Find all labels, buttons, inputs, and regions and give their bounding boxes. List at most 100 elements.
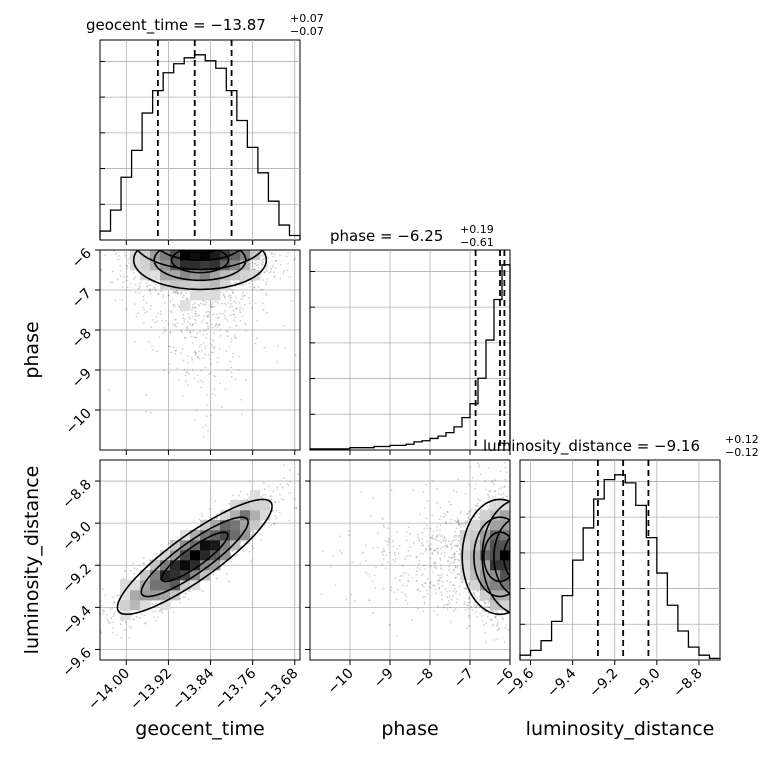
sample-point <box>229 299 232 302</box>
sample-point <box>182 294 185 297</box>
sample-point <box>235 337 238 340</box>
sample-point <box>273 515 276 517</box>
sample-point <box>110 617 113 620</box>
sample-point <box>173 305 176 308</box>
density-bin <box>210 270 221 281</box>
sample-point <box>251 306 254 309</box>
sample-point <box>213 388 216 391</box>
sample-point <box>192 307 195 310</box>
sample-point <box>225 350 228 353</box>
sample-point <box>164 329 167 332</box>
sample-point <box>262 255 265 257</box>
sample-point <box>250 280 253 283</box>
sample-point <box>282 272 285 275</box>
sample-point <box>124 621 127 623</box>
sample-point <box>254 342 257 345</box>
sample-point <box>233 335 236 337</box>
sample-point <box>108 389 110 391</box>
sample-point <box>246 493 249 496</box>
sample-point <box>230 371 233 374</box>
sample-point <box>223 297 226 299</box>
sample-point <box>155 283 158 286</box>
sample-point <box>294 354 297 356</box>
contour-0 <box>132 250 268 291</box>
sample-point <box>211 305 214 308</box>
axes-frame <box>309 249 511 451</box>
sample-point <box>268 485 271 488</box>
sample-point <box>116 594 118 597</box>
sample-point <box>263 488 266 491</box>
sample-point <box>152 318 154 321</box>
sample-point <box>125 264 128 267</box>
sample-point <box>272 264 275 267</box>
sample-point <box>224 303 227 306</box>
sample-point <box>259 538 262 541</box>
sample-point <box>117 255 120 257</box>
sample-point <box>235 308 238 310</box>
density-bin <box>170 250 181 261</box>
sample-point <box>211 323 214 326</box>
sample-point <box>230 340 232 343</box>
sample-point <box>172 290 175 293</box>
sample-point <box>266 278 268 280</box>
density-bin <box>220 270 231 281</box>
sample-point <box>261 497 264 499</box>
sample-point <box>265 294 268 296</box>
sample-point <box>204 353 207 356</box>
sample-point <box>213 347 216 350</box>
sample-point <box>271 252 273 255</box>
sample-point <box>231 305 234 308</box>
sample-point <box>145 310 148 313</box>
sample-point <box>207 325 209 328</box>
sample-point <box>244 322 246 325</box>
sample-point <box>195 312 198 315</box>
sample-point <box>174 349 177 352</box>
sample-point <box>193 377 195 380</box>
sample-point <box>122 281 125 284</box>
sample-point <box>283 477 286 480</box>
density-bin <box>200 260 211 271</box>
sample-point <box>278 511 281 514</box>
sample-point <box>128 636 131 639</box>
sample-point <box>263 346 266 349</box>
sample-point <box>179 602 182 605</box>
sample-point <box>206 316 209 318</box>
sample-point <box>230 375 233 378</box>
density-layer <box>100 250 297 438</box>
sample-point <box>293 259 295 261</box>
sample-point <box>212 573 215 576</box>
sample-point <box>186 371 189 373</box>
sample-point <box>188 372 190 375</box>
sample-point <box>205 415 208 418</box>
sample-point <box>159 610 162 612</box>
sample-point <box>142 322 145 324</box>
sample-point <box>288 480 291 483</box>
sample-point <box>136 569 138 572</box>
sample-point <box>254 262 257 265</box>
sample-point <box>176 367 179 370</box>
sample-point <box>239 309 241 312</box>
sample-point <box>262 288 264 291</box>
sample-point <box>129 569 132 572</box>
sample-point <box>109 281 112 284</box>
histogram-luminosity_distance <box>519 474 721 660</box>
sample-point <box>151 288 154 291</box>
sample-point <box>194 350 196 352</box>
sample-point <box>220 560 223 563</box>
sample-point <box>123 629 126 631</box>
sample-point <box>119 269 122 272</box>
sample-point <box>200 512 203 515</box>
sample-point <box>213 305 216 308</box>
sample-point <box>200 344 202 346</box>
sample-point <box>156 616 159 619</box>
sample-point <box>265 283 267 286</box>
sample-point <box>273 271 276 274</box>
sample-point <box>176 303 179 306</box>
sample-point <box>288 519 291 522</box>
sample-point <box>150 602 153 605</box>
sample-point <box>269 498 272 501</box>
sample-point <box>168 362 171 365</box>
sample-point <box>212 326 215 329</box>
sample-point <box>229 294 232 297</box>
sample-point <box>111 281 114 284</box>
